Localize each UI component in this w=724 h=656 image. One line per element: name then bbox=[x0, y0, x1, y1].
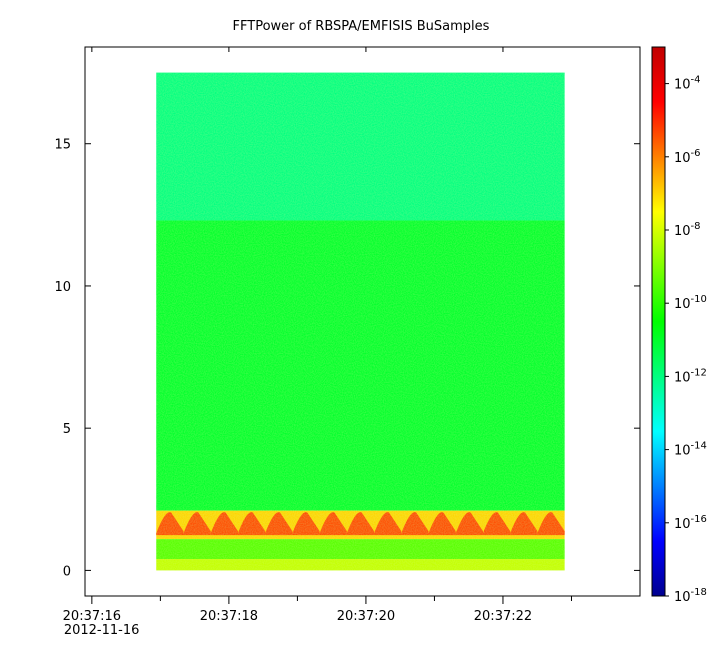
y-tick-label: 15 bbox=[54, 138, 71, 153]
y-axis: 0 5 10 15 bbox=[54, 138, 640, 579]
colorbar-tick-label: 10-18 bbox=[674, 587, 707, 605]
colorbar-tick-label: 10-14 bbox=[674, 441, 707, 459]
y-tick-label: 5 bbox=[63, 422, 71, 437]
colorbar-tick-label: 10-12 bbox=[674, 367, 707, 385]
x-tick-label: 20:37:16 bbox=[63, 609, 121, 624]
spectrogram-image bbox=[156, 72, 565, 571]
colorbar: 10-4 10-6 10-8 10-10 10-12 10-14 10-16 10-18 bbox=[651, 46, 707, 605]
spectrogram-texture bbox=[156, 72, 565, 571]
colorbar-tick-label: 10-16 bbox=[674, 514, 707, 532]
colorbar-bar bbox=[651, 46, 666, 597]
y-tick-label: 10 bbox=[54, 280, 71, 295]
colorbar-tick-label: 10-6 bbox=[674, 148, 701, 166]
colorbar-tick-label: 10-10 bbox=[674, 294, 707, 312]
chart-title: FFTPower of RBSPA/EMFISIS BuSamples bbox=[233, 19, 490, 34]
x-tick-label: 20:37:22 bbox=[474, 609, 532, 624]
y-tick-label: 0 bbox=[63, 564, 71, 579]
x-tick-label: 20:37:18 bbox=[200, 609, 258, 624]
x-tick-label: 20:37:20 bbox=[337, 609, 395, 624]
x-date-label: 2012-11-16 bbox=[64, 623, 140, 638]
colorbar-tick-label: 10-4 bbox=[674, 75, 701, 93]
colorbar-tick-label: 10-8 bbox=[674, 221, 701, 239]
plot-frame bbox=[84, 46, 641, 597]
